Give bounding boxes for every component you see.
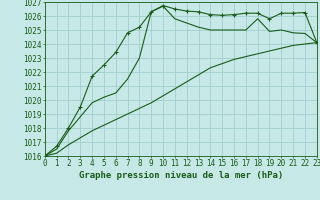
X-axis label: Graphe pression niveau de la mer (hPa): Graphe pression niveau de la mer (hPa) <box>79 171 283 180</box>
